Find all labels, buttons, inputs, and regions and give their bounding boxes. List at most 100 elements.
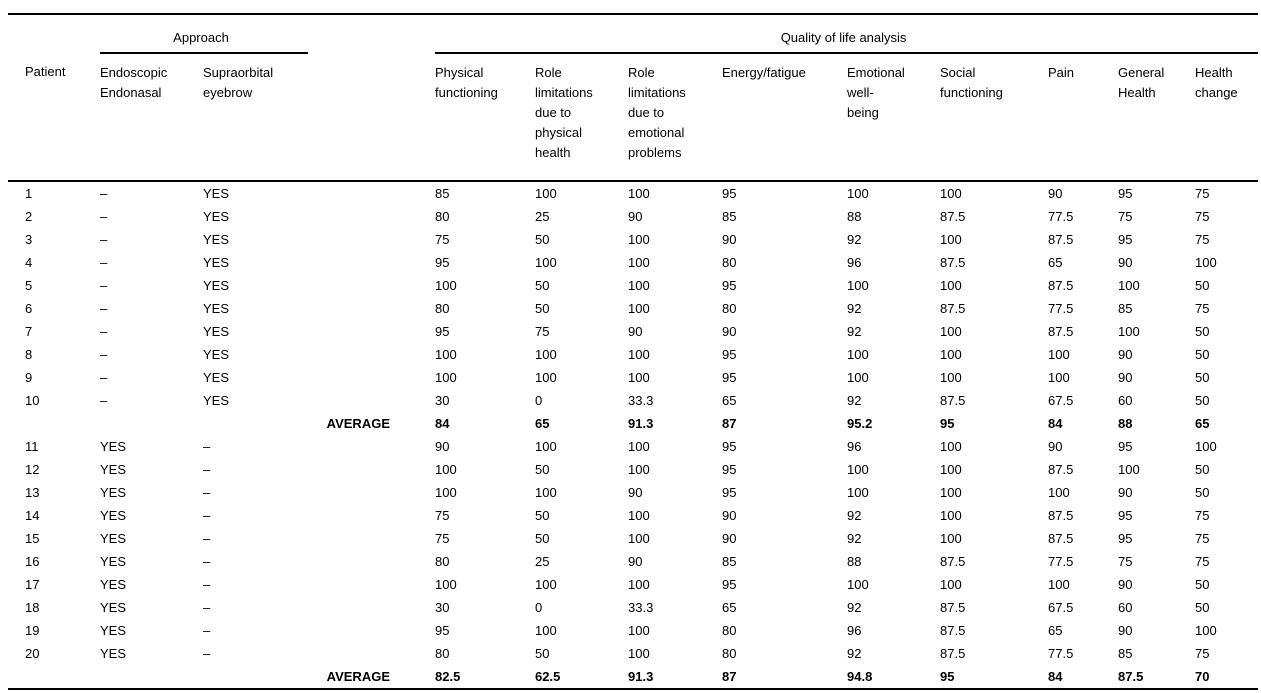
supraorbital-eyebrow-cell: YES [203, 186, 230, 201]
column-header-row: Patient Endoscopic Endonasal Supraorbita… [8, 53, 1259, 182]
score-cell: 100 [847, 186, 869, 201]
score-cell: 100 [940, 508, 962, 523]
score-cell: 75 [1195, 508, 1210, 523]
score-cell: 100 [847, 462, 869, 477]
average-label-cell: AVERAGE [326, 416, 390, 431]
score-cell: 87.5 [1048, 232, 1074, 247]
col-header-pain: Pain [1048, 53, 1118, 182]
supraorbital-eyebrow-cell: YES [203, 347, 230, 362]
score-cell: 50 [1195, 370, 1210, 385]
score-cell: 92 [847, 324, 862, 339]
score-cell: 91.3 [628, 416, 654, 431]
score-cell: 100 [1048, 577, 1070, 592]
score-cell: 100 [1048, 370, 1070, 385]
table-row: 5 – YES 100 50 100 95 100 100 87.5 100 50 [8, 274, 1258, 297]
endoscopic-endonasal-cell: YES [100, 646, 127, 661]
patient-cell [8, 665, 100, 690]
score-cell: 87.5 [940, 554, 966, 569]
table-row: 10 – YES 30 0 33.3 65 92 87.5 67.5 60 50 [8, 389, 1258, 412]
score-cell: 85 [1118, 646, 1133, 661]
score-cell: 90 [435, 439, 450, 454]
score-cell: 82.5 [435, 665, 535, 690]
score-cell: 67.5 [1048, 600, 1074, 615]
patient-cell: 9 [25, 370, 33, 385]
score-cell: 92 [847, 393, 862, 408]
average-label-cell [308, 343, 435, 366]
score-cell: 33.3 [628, 393, 654, 408]
col-header-patient: Patient [8, 53, 100, 182]
patient-cell: 4 [25, 255, 33, 270]
score-cell: 50 [1195, 278, 1210, 293]
col-header-supraorbital-eyebrow: Supraorbital eyebrow [203, 53, 308, 182]
endoscopic-endonasal-cell: – [100, 301, 108, 316]
endoscopic-endonasal-cell [100, 412, 203, 435]
score-cell: 50 [535, 646, 550, 661]
score-cell: 50 [535, 232, 550, 247]
average-label-cell [308, 251, 435, 274]
score-cell: 100 [628, 646, 650, 661]
score-cell: 100 [1048, 485, 1070, 500]
supraorbital-eyebrow-cell [203, 412, 308, 435]
score-cell: 100 [940, 278, 962, 293]
score-cell: 100 [435, 278, 457, 293]
col-header-physical-functioning: Physical functioning [435, 53, 535, 182]
score-cell: 100 [435, 462, 457, 477]
supraorbital-eyebrow-cell: YES [203, 393, 230, 408]
supraorbital-eyebrow-cell: – [203, 508, 211, 523]
score-cell: 90 [1118, 370, 1133, 385]
patient-cell: 12 [25, 462, 40, 477]
supraorbital-eyebrow-cell: YES [203, 255, 230, 270]
score-cell: 88 [847, 554, 862, 569]
average-label-cell [308, 389, 435, 412]
score-cell: 100 [435, 485, 457, 500]
average-label-cell [308, 205, 435, 228]
score-cell: 50 [1195, 485, 1210, 500]
score-cell: 87.5 [1048, 278, 1074, 293]
score-cell: 95 [722, 347, 737, 362]
score-cell: 100 [628, 462, 650, 477]
table-row: 13 YES – 100 100 90 95 100 100 100 90 50 [8, 481, 1258, 504]
col-header-role-limitations-emotional: Role limitations due to emotional proble… [628, 53, 722, 182]
score-cell: 100 [435, 577, 457, 592]
score-cell: 90 [1118, 577, 1133, 592]
group-header-row: Approach Quality of life analysis [8, 13, 1259, 54]
patient-cell: 15 [25, 531, 40, 546]
score-cell: 80 [722, 301, 737, 316]
score-cell: 60 [1118, 600, 1133, 615]
score-cell: 100 [940, 232, 962, 247]
supraorbital-eyebrow-cell: – [203, 439, 211, 454]
score-cell: 77.5 [1048, 301, 1074, 316]
table-row: 14 YES – 75 50 100 90 92 100 87.5 95 75 [8, 504, 1258, 527]
table-row: 20 YES – 80 50 100 80 92 87.5 77.5 85 75 [8, 642, 1258, 665]
col-header-health-change: Health change [1195, 53, 1259, 182]
table-row: 17 YES – 100 100 100 95 100 100 100 90 50 [8, 573, 1258, 596]
table-row: 8 – YES 100 100 100 95 100 100 100 90 50 [8, 343, 1258, 366]
patient-cell: 8 [25, 347, 33, 362]
score-cell: 95 [722, 186, 737, 201]
patient-cell: 10 [25, 393, 40, 408]
score-cell: 75 [1195, 301, 1210, 316]
score-cell: 90 [722, 508, 737, 523]
endoscopic-endonasal-cell: – [100, 232, 108, 247]
score-cell: 75 [1195, 531, 1210, 546]
score-cell: 95 [940, 665, 1048, 690]
score-cell: 84 [1048, 665, 1118, 690]
col-header-social-functioning: Social functioning [940, 53, 1048, 182]
patient-cell: 14 [25, 508, 40, 523]
score-cell: 33.3 [628, 600, 654, 615]
score-cell: 100 [535, 577, 557, 592]
score-cell: 95 [722, 370, 737, 385]
patient-cell: 20 [25, 646, 40, 661]
score-cell: 100 [628, 278, 650, 293]
score-cell: 67.5 [1048, 393, 1074, 408]
score-cell: 91.3 [628, 665, 722, 690]
score-cell: 96 [847, 255, 862, 270]
supraorbital-eyebrow-cell: – [203, 531, 211, 546]
score-cell: 65 [535, 416, 550, 431]
score-cell: 0 [535, 393, 543, 408]
score-cell: 100 [628, 370, 650, 385]
score-cell: 25 [535, 554, 550, 569]
score-cell: 100 [940, 370, 962, 385]
average-label-cell [308, 504, 435, 527]
average-label-cell [308, 366, 435, 389]
